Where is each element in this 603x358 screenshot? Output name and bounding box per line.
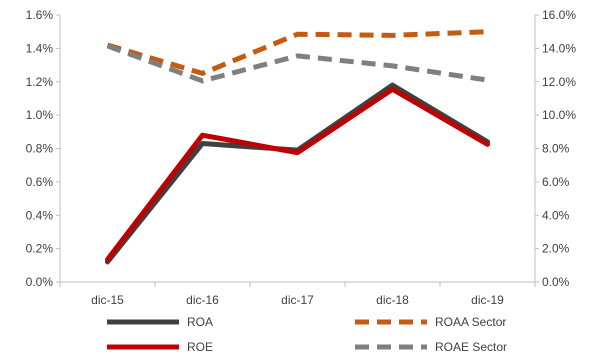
legend: ROA ROE ROAA Sector ROAE Sector bbox=[107, 315, 507, 354]
x-axis-ticks: dic-15 dic-16 dic-17 dic-18 dic-19 bbox=[59, 282, 536, 307]
legend-label-roae-sector: ROAE Sector bbox=[435, 340, 507, 354]
left-tick-label: 1.4% bbox=[26, 41, 54, 55]
left-tick-label: 0.8% bbox=[26, 142, 54, 156]
right-tick-label: 14.0% bbox=[542, 41, 576, 55]
plot-area: 0.0% 0.2% 0.4% 0.6% 0.8% 1.0% 1.2% 1.4% 1.6% 0.0… bbox=[26, 8, 577, 307]
x-tick-label: dic-15 bbox=[91, 293, 124, 307]
left-tick-label: 1.2% bbox=[26, 75, 54, 89]
right-tick-label: 16.0% bbox=[542, 8, 576, 22]
series-line-roe bbox=[105, 86, 490, 262]
right-y-ticks: 0.0% 2.0% 4.0% 6.0% 8.0% 10.0% 12.0% 14.0% 16.0% bbox=[535, 8, 576, 289]
left-tick-label: 0.6% bbox=[26, 175, 54, 189]
series-line-roaa-sector bbox=[106, 29, 488, 76]
legend-label-roa: ROA bbox=[187, 315, 213, 329]
left-y-ticks: 0.0% 0.2% 0.4% 0.6% 0.8% 1.0% 1.2% 1.4% 1.6% bbox=[26, 8, 60, 289]
right-tick-label: 12.0% bbox=[542, 75, 576, 89]
right-tick-label: 4.0% bbox=[542, 208, 570, 222]
series-layer bbox=[105, 29, 490, 265]
series-line-roae-sector bbox=[106, 43, 488, 84]
right-tick-label: 8.0% bbox=[542, 142, 570, 156]
left-tick-label: 1.6% bbox=[26, 8, 54, 22]
left-tick-label: 1.0% bbox=[26, 108, 54, 122]
left-tick-label: 0.2% bbox=[26, 242, 54, 256]
legend-label-roaa-sector: ROAA Sector bbox=[435, 315, 506, 329]
right-tick-label: 6.0% bbox=[542, 175, 570, 189]
right-tick-label: 0.0% bbox=[542, 275, 570, 289]
x-tick-label: dic-19 bbox=[471, 293, 504, 307]
legend-label-roe: ROE bbox=[187, 340, 213, 354]
x-tick-label: dic-18 bbox=[376, 293, 409, 307]
x-tick-label: dic-17 bbox=[281, 293, 314, 307]
right-tick-label: 10.0% bbox=[542, 108, 576, 122]
right-tick-label: 2.0% bbox=[542, 242, 570, 256]
left-tick-label: 0.4% bbox=[26, 208, 54, 222]
left-tick-label: 0.0% bbox=[26, 275, 54, 289]
x-tick-label: dic-16 bbox=[186, 293, 219, 307]
